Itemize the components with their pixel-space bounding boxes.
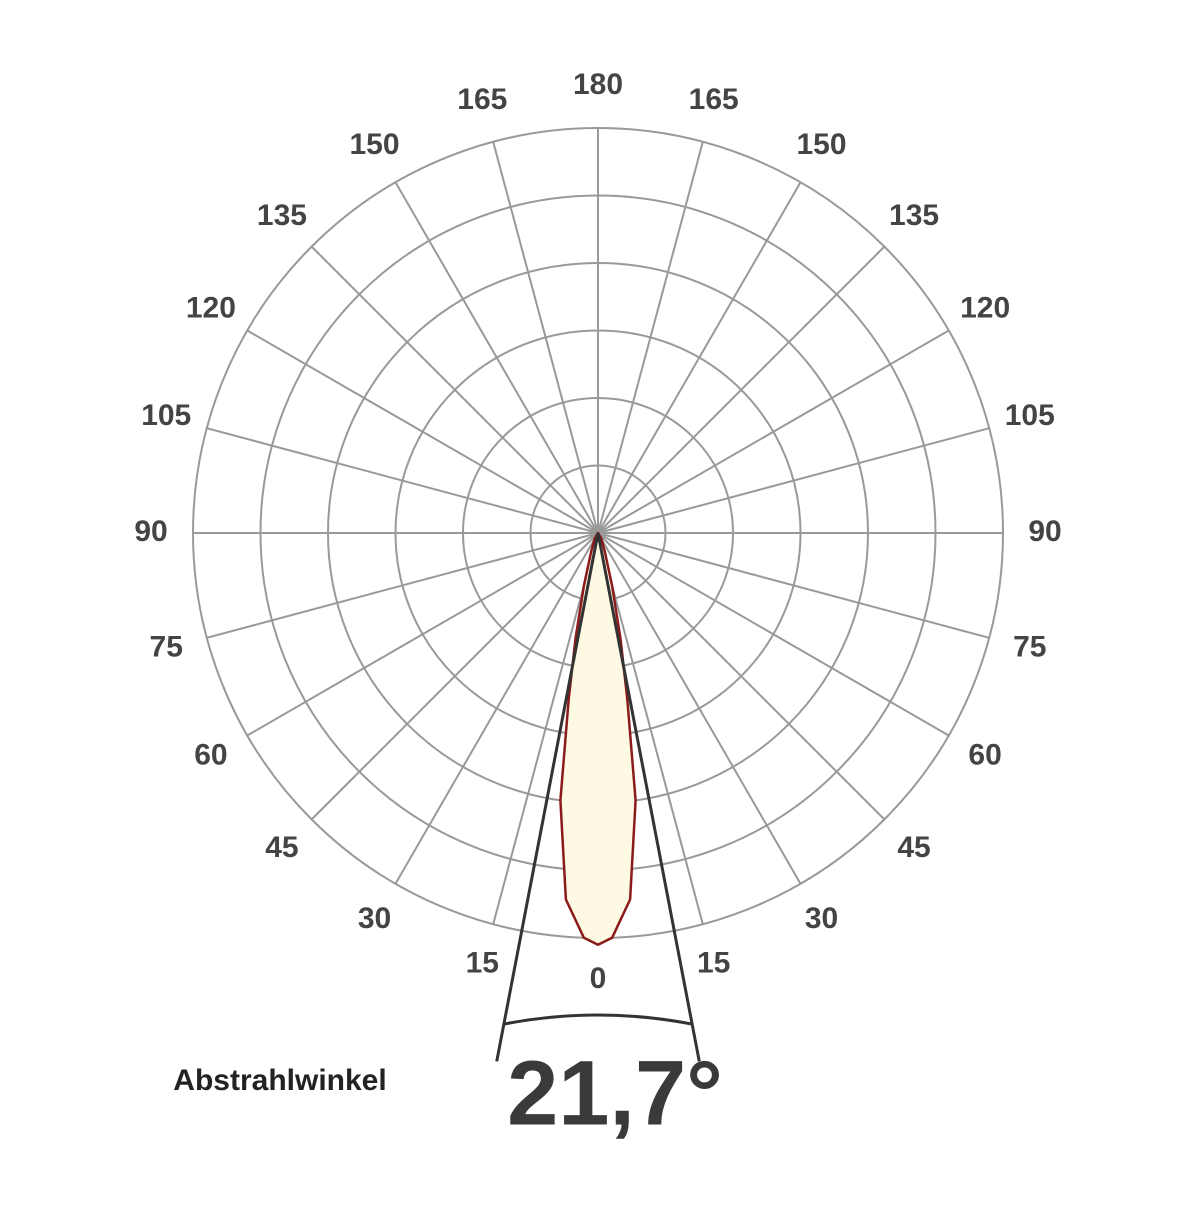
angle-label: 75 [1013,631,1046,664]
spoke [597,181,802,534]
angle-label: 150 [796,128,846,161]
beam-line [495,532,600,1062]
spoke [597,245,886,534]
angle-label: 165 [689,83,739,116]
angle-label: 180 [573,68,623,101]
spoke [394,181,599,534]
angle-label: 30 [805,902,838,935]
spoke [597,532,990,639]
spoke [206,532,599,639]
angle-label: 60 [194,738,227,771]
angle-label: 60 [968,738,1001,771]
angle-label: 15 [697,947,730,980]
angle-label: 105 [141,399,191,432]
angle-label: 120 [186,291,236,324]
beam-title: Abstrahlwinkel [173,1064,386,1097]
spoke [492,532,599,925]
angle-label: 135 [257,199,307,232]
beam-line [596,532,701,1062]
angle-label: 45 [897,831,930,864]
spoke [310,532,599,821]
spoke [597,532,950,737]
spoke [206,427,599,534]
angle-label: 75 [150,631,183,664]
angle-label: 15 [466,947,499,980]
angle-label: 0 [590,962,607,995]
angle-label: 150 [349,128,399,161]
angle-label: 30 [358,902,391,935]
spoke [492,141,599,534]
spoke [597,141,704,534]
spoke [597,532,886,821]
spoke [246,532,599,737]
angle-label: 105 [1005,399,1055,432]
angle-label: 90 [134,515,167,548]
angle-label: 135 [889,199,939,232]
spoke [246,329,599,534]
beam-angle-label: 21,7° [507,1042,723,1144]
spoke [597,427,990,534]
spoke [597,532,704,925]
angle-label: 165 [457,83,507,116]
spoke [394,532,599,885]
spoke [597,329,950,534]
spoke [597,532,802,885]
angle-label: 90 [1028,515,1061,548]
beam-arc [503,1013,693,1026]
spoke [310,245,599,534]
angle-label: 45 [265,831,298,864]
angle-label: 120 [960,291,1010,324]
